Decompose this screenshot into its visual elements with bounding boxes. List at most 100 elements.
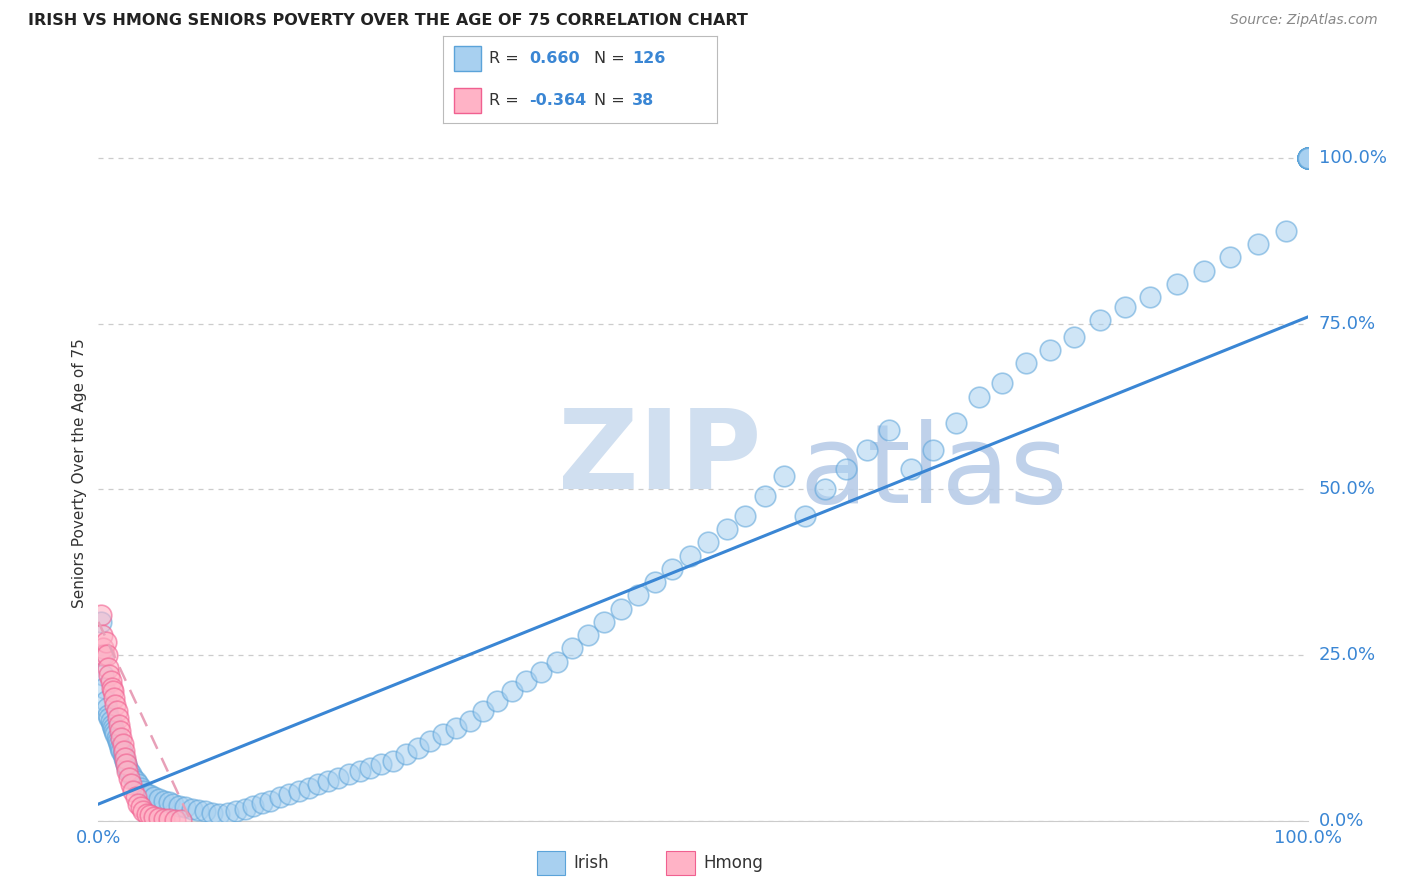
Text: IRISH VS HMONG SENIORS POVERTY OVER THE AGE OF 75 CORRELATION CHART: IRISH VS HMONG SENIORS POVERTY OVER THE …: [28, 13, 748, 29]
Point: [225, 804, 247, 818]
Point: [117, 761, 139, 775]
Point: [326, 771, 349, 785]
Point: [627, 588, 650, 602]
Point: [90, 608, 112, 623]
Point: [1139, 290, 1161, 304]
Point: [406, 740, 429, 755]
Point: [98, 668, 121, 682]
Point: [127, 797, 149, 811]
Point: [100, 681, 122, 695]
Point: [1039, 343, 1062, 358]
Point: [1296, 151, 1319, 165]
Point: [561, 641, 583, 656]
Point: [107, 734, 129, 748]
Point: [458, 714, 481, 729]
Point: [1219, 251, 1241, 265]
Text: N =: N =: [593, 93, 630, 108]
Point: [1296, 151, 1319, 165]
Point: [316, 773, 339, 788]
Point: [108, 738, 131, 752]
Point: [110, 744, 132, 758]
Point: [110, 731, 132, 745]
Point: [900, 462, 922, 476]
Point: [180, 802, 202, 816]
Text: R =: R =: [489, 51, 524, 66]
Point: [201, 805, 224, 820]
Point: [107, 711, 129, 725]
Point: [143, 790, 166, 805]
Point: [967, 390, 990, 404]
Point: [100, 717, 122, 731]
Point: [337, 767, 360, 781]
Point: [1296, 151, 1319, 165]
Point: [530, 665, 553, 679]
Point: [98, 711, 121, 725]
Point: [135, 787, 157, 801]
Point: [661, 562, 683, 576]
Point: [118, 764, 141, 778]
Point: [370, 757, 392, 772]
Point: [143, 810, 166, 824]
Point: [1296, 151, 1319, 165]
Point: [1247, 237, 1270, 252]
Point: [97, 661, 120, 675]
Point: [576, 628, 599, 642]
Point: [187, 803, 209, 817]
Point: [91, 641, 114, 656]
Text: 126: 126: [633, 51, 665, 66]
Point: [157, 795, 180, 809]
Point: [152, 812, 174, 826]
Point: [1296, 151, 1319, 165]
Point: [117, 764, 139, 778]
Point: [169, 799, 191, 814]
Point: [100, 714, 122, 729]
Point: [129, 780, 152, 795]
Point: [1296, 151, 1319, 165]
Point: [382, 754, 405, 768]
Point: [125, 773, 148, 788]
Text: 25.0%: 25.0%: [1319, 646, 1376, 664]
Point: [592, 615, 614, 629]
Point: [91, 628, 114, 642]
Point: [114, 750, 136, 764]
Point: [1192, 263, 1215, 277]
Point: [100, 674, 122, 689]
Point: [122, 771, 145, 785]
Point: [360, 761, 382, 775]
Point: [349, 764, 371, 778]
Point: [152, 794, 174, 808]
Point: [104, 727, 127, 741]
Point: [1296, 151, 1319, 165]
Point: [111, 738, 134, 752]
Point: [91, 648, 114, 662]
Point: [118, 771, 141, 785]
Point: [945, 416, 967, 430]
Point: [1296, 151, 1319, 165]
Point: [446, 721, 468, 735]
Bar: [537, 851, 565, 875]
Point: [1296, 151, 1319, 165]
Point: [1296, 151, 1319, 165]
Text: N =: N =: [593, 51, 630, 66]
Point: [679, 549, 702, 563]
Text: 75.0%: 75.0%: [1319, 315, 1376, 333]
Point: [108, 717, 131, 731]
Point: [101, 721, 124, 735]
Point: [157, 813, 180, 827]
Point: [115, 757, 138, 772]
Point: [1296, 151, 1319, 165]
Point: [754, 489, 776, 503]
Point: [194, 805, 217, 819]
Point: [132, 784, 155, 798]
Point: [135, 807, 157, 822]
Text: -0.364: -0.364: [529, 93, 586, 108]
Point: [103, 724, 125, 739]
Bar: [454, 46, 481, 70]
Point: [856, 442, 879, 457]
Point: [834, 462, 856, 476]
Point: [1015, 356, 1038, 370]
Point: [696, 535, 718, 549]
Point: [278, 787, 301, 801]
Point: [125, 790, 148, 805]
Point: [242, 799, 264, 814]
